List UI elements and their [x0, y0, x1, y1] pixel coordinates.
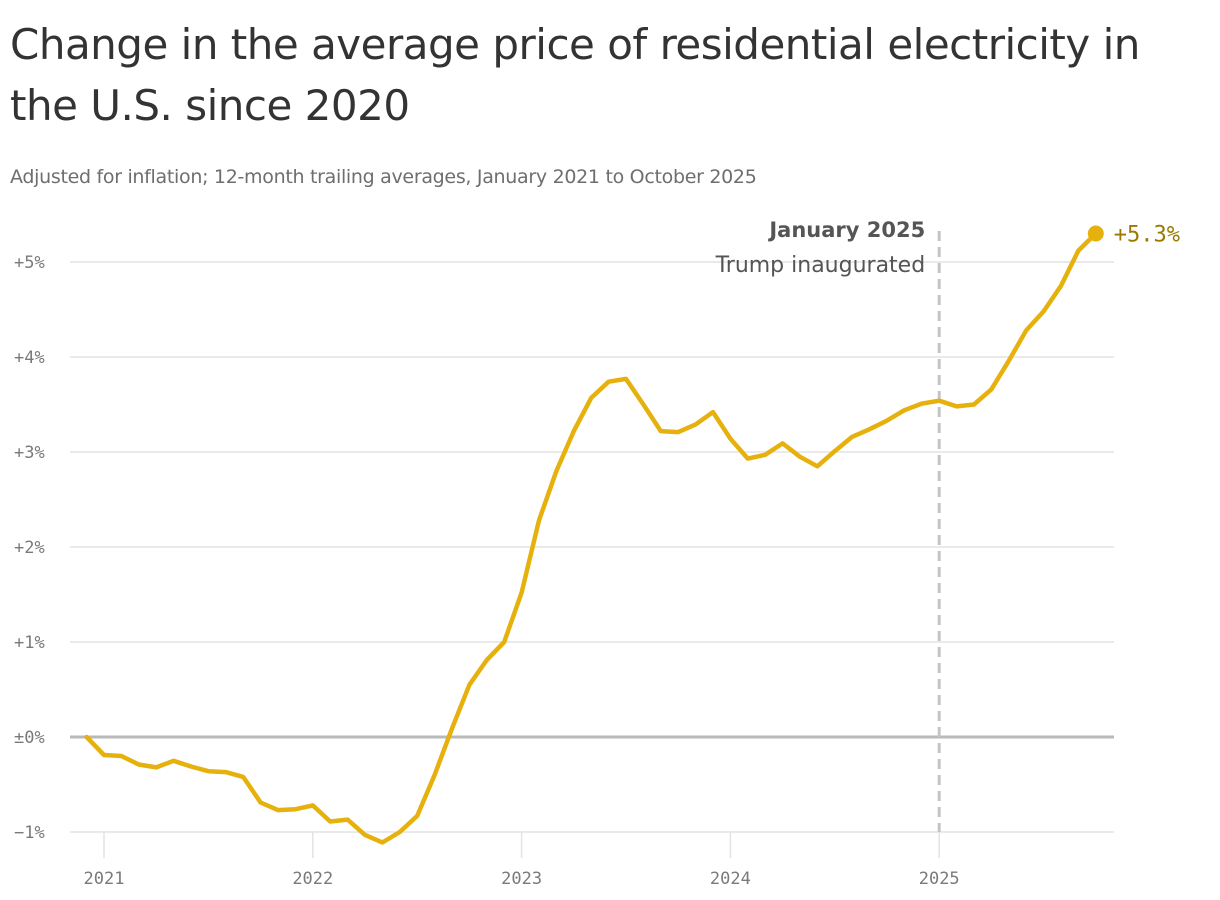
y-axis-ticks: +5% +4% +3% +2% +1% ±0% −1%	[14, 253, 45, 843]
data-point	[746, 456, 750, 460]
data-point	[676, 430, 680, 434]
data-point	[728, 437, 732, 441]
data-point	[276, 808, 280, 812]
series-points	[84, 225, 1104, 844]
data-point	[572, 429, 576, 433]
data-point	[937, 399, 941, 403]
data-point	[119, 754, 123, 758]
data-point	[589, 396, 593, 400]
data-point	[624, 377, 628, 381]
data-point	[833, 449, 837, 453]
gridlines	[70, 261, 1114, 833]
data-point	[972, 402, 976, 406]
data-point	[989, 387, 993, 391]
x-tick-label: 2023	[501, 869, 542, 889]
data-point	[502, 640, 506, 644]
data-point	[1059, 284, 1063, 288]
data-point	[798, 455, 802, 459]
data-point	[1041, 309, 1045, 313]
data-point	[328, 819, 332, 823]
data-point	[519, 590, 523, 594]
data-point	[659, 429, 663, 433]
chart-title: Change in the average price of residenti…	[10, 20, 1140, 130]
data-point	[850, 435, 854, 439]
data-point	[1024, 328, 1028, 332]
data-point	[485, 658, 489, 662]
data-point	[867, 427, 871, 431]
data-point	[102, 753, 106, 757]
data-point	[606, 380, 610, 384]
data-point	[432, 773, 436, 777]
data-point	[311, 803, 315, 807]
data-point	[954, 404, 958, 408]
end-point	[1087, 225, 1104, 242]
data-point	[815, 464, 819, 468]
data-point	[885, 418, 889, 422]
data-point	[154, 765, 158, 769]
data-point	[398, 830, 402, 834]
data-point	[363, 833, 367, 837]
data-point	[137, 762, 141, 766]
data-point	[711, 410, 715, 414]
data-point	[293, 807, 297, 811]
x-tick-label: 2021	[84, 869, 125, 889]
x-axis-ticks: 2021 2022 2023 2024 2025	[84, 832, 960, 889]
end-value-label: +5.3%	[1114, 223, 1180, 248]
data-point	[345, 817, 349, 821]
annotation-label: Trump inaugurated	[715, 253, 926, 278]
x-tick-label: 2024	[710, 869, 751, 889]
x-tick-label: 2025	[919, 869, 960, 889]
data-point	[1076, 248, 1080, 252]
data-point	[920, 401, 924, 405]
data-point	[693, 422, 697, 426]
data-point	[171, 759, 175, 763]
annotation-group: January 2025 Trump inaugurated	[715, 218, 941, 832]
y-tick-label: +1%	[14, 633, 45, 653]
data-point	[537, 518, 541, 522]
data-point	[415, 814, 419, 818]
annotation-title: January 2025	[767, 218, 925, 242]
y-tick-label: −1%	[14, 823, 45, 843]
data-point	[224, 770, 228, 774]
data-point	[206, 769, 210, 773]
data-point	[241, 775, 245, 779]
y-tick-label: +4%	[14, 348, 45, 368]
data-point	[258, 800, 262, 804]
data-point	[554, 469, 558, 473]
y-tick-label: +5%	[14, 253, 45, 273]
series-line	[84, 231, 1099, 845]
y-tick-label: +2%	[14, 538, 45, 558]
data-point	[902, 408, 906, 412]
data-point	[380, 840, 384, 844]
data-point	[641, 402, 645, 406]
data-point	[467, 683, 471, 687]
chart-subtitle: Adjusted for inflation; 12-month trailin…	[10, 166, 757, 188]
data-point	[450, 726, 454, 730]
data-point	[780, 441, 784, 445]
data-point	[189, 764, 193, 768]
y-tick-label: +3%	[14, 443, 45, 463]
x-tick-label: 2022	[292, 869, 333, 889]
data-point	[1007, 359, 1011, 363]
y-tick-label: ±0%	[14, 728, 45, 748]
data-point	[84, 735, 88, 739]
data-point	[763, 453, 767, 457]
